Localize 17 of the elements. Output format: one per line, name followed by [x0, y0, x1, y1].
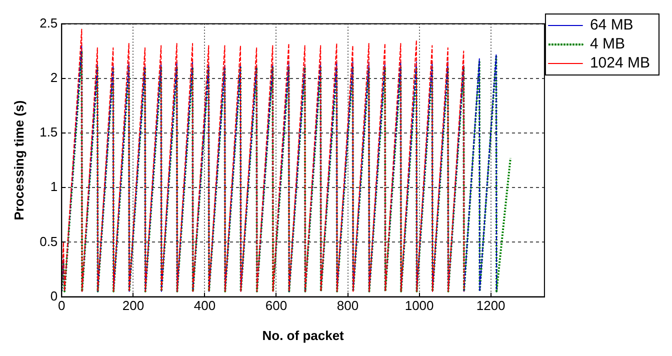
legend-label: 4 MB [590, 36, 625, 53]
legend-label: 64 MB [590, 16, 634, 34]
y-axis-title: Processing time (s) [11, 100, 26, 220]
x-tick-label: 1000 [404, 298, 434, 314]
x-tick-label: 600 [265, 298, 288, 314]
legend-label: 1024 MB [590, 54, 650, 72]
y-tick-label: 2.5 [40, 15, 58, 30]
y-tick-label: 2 [50, 70, 58, 85]
x-tick-label: 400 [194, 298, 216, 314]
x-axis-title: No. of packet [262, 328, 345, 343]
x-tick-label: 200 [122, 298, 144, 314]
x-tick-label: 800 [336, 298, 359, 314]
y-tick-label: 0.5 [40, 234, 58, 249]
y-tick-label: 1 [50, 179, 58, 194]
y-tick-label: 1.5 [40, 124, 58, 140]
x-tick-label: 1200 [476, 298, 506, 314]
y-tick-label: 0 [50, 288, 58, 304]
